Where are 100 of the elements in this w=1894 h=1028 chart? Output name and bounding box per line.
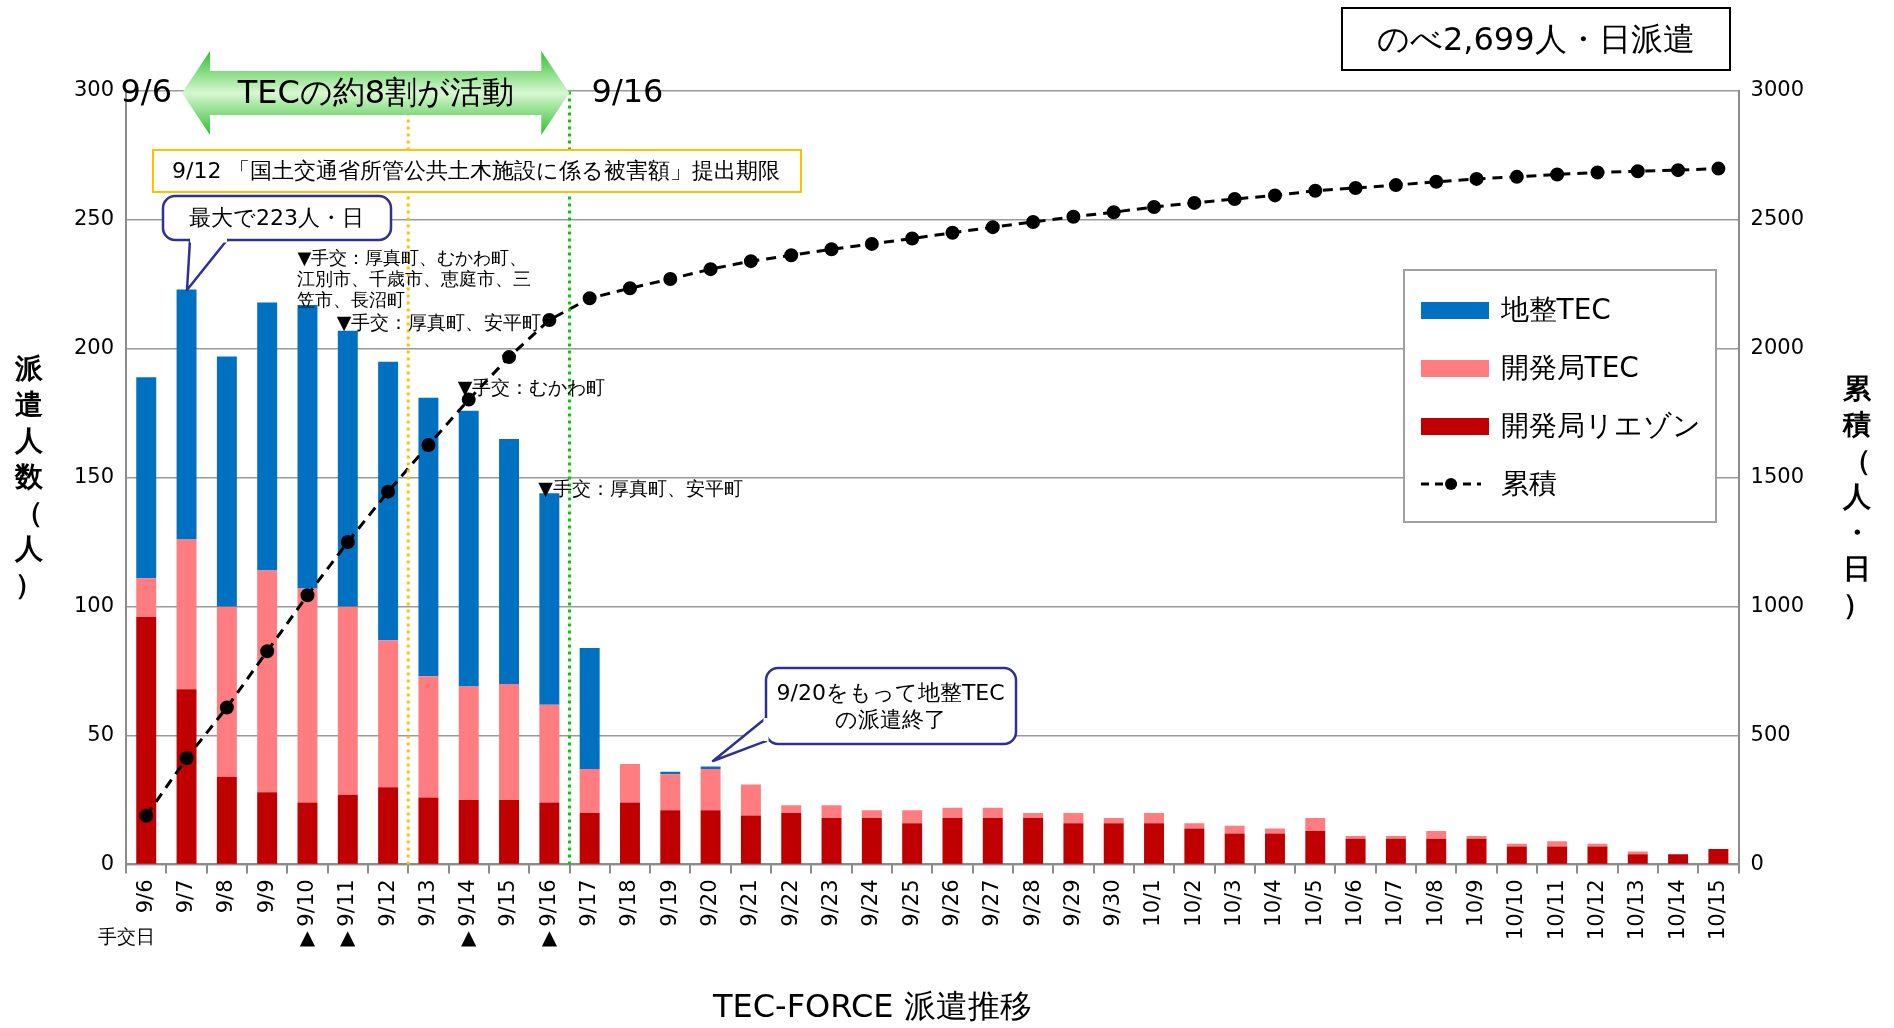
y-tick-label: 300 (73, 77, 115, 102)
x-tick-label: 9/29 (1059, 879, 1084, 927)
bar (1224, 833, 1245, 864)
point (179, 751, 194, 766)
x-tick-label: 9/14 (455, 879, 480, 927)
point (1630, 164, 1645, 179)
annotation: 9/12 「国土交通省所管公共土木施設に係る被害額」提出期限 (152, 149, 803, 193)
point (1550, 167, 1565, 182)
bar (1023, 818, 1044, 864)
text: ▲ (299, 925, 316, 950)
bar (902, 823, 923, 864)
legend-label: 開発局TEC (1500, 350, 1639, 386)
point (1590, 165, 1605, 180)
bar (660, 810, 681, 864)
point (260, 644, 275, 659)
bar (1547, 846, 1568, 864)
bar (297, 802, 318, 864)
bar (660, 774, 681, 811)
point (784, 248, 799, 263)
legend-label: 地整TEC (1500, 292, 1611, 328)
bar (700, 769, 721, 811)
x-tick-label: 9/23 (817, 879, 842, 927)
bar (458, 410, 479, 687)
x-tick-label: 9/17 (576, 879, 601, 927)
point (139, 808, 154, 823)
point (1671, 163, 1686, 178)
x-tick-label: 10/14 (1664, 879, 1689, 941)
bar (861, 810, 882, 819)
y2-tick-label: 1000 (1750, 593, 1805, 618)
bar (579, 769, 600, 813)
bar (418, 797, 439, 864)
bar (458, 686, 479, 801)
x-tick-label: 9/16 (535, 879, 560, 927)
point (1308, 183, 1323, 198)
point (219, 700, 234, 715)
point (1711, 161, 1726, 176)
x-tick-label: 10/10 (1503, 879, 1528, 941)
bar (821, 805, 842, 819)
bar (902, 810, 923, 824)
bar (982, 818, 1003, 864)
bar (1385, 838, 1406, 864)
y-axis-title: 派遣人数（人） (13, 351, 44, 603)
bar (1587, 846, 1608, 864)
point (381, 484, 396, 499)
y2-tick-label: 2000 (1750, 335, 1805, 360)
annotation: 9/6 (120, 72, 172, 110)
annotation: 9/20をもって地整TECの派遣終了 (765, 668, 1016, 745)
text: ▲ (461, 925, 477, 950)
text: 手交日 (97, 924, 155, 950)
bar (1547, 841, 1568, 847)
bar (1264, 833, 1285, 864)
point (1267, 188, 1282, 203)
point (985, 220, 1000, 235)
x-tick-label: 9/11 (334, 879, 359, 927)
bar (1426, 838, 1447, 864)
point (945, 225, 960, 240)
point (582, 291, 597, 306)
bar (378, 361, 399, 641)
x-tick-label: 10/8 (1422, 879, 1447, 927)
x-tick-label: 9/22 (777, 879, 802, 927)
x-tick-label: 10/4 (1261, 879, 1286, 927)
x-tick-label: 9/28 (1019, 879, 1044, 927)
bar (297, 588, 318, 803)
point (1348, 180, 1363, 195)
bar (1264, 828, 1285, 834)
point (1147, 200, 1162, 215)
bar (1063, 812, 1084, 824)
x-tick-label: 9/19 (656, 879, 681, 927)
bar (1144, 812, 1165, 824)
bar (821, 818, 842, 864)
x-tick-label: 9/27 (979, 879, 1004, 927)
point (542, 312, 557, 327)
annotation: 最大で223人・日 (162, 195, 391, 240)
x-tick-label: 9/26 (938, 879, 963, 927)
bar (942, 818, 963, 864)
x-tick-label: 9/15 (495, 879, 520, 927)
x-tick-label: 9/21 (737, 879, 762, 927)
x-tick-label: 9/20 (697, 879, 722, 927)
bar (1627, 854, 1648, 864)
bar (1668, 854, 1689, 864)
x-tick-label: 10/6 (1342, 879, 1367, 927)
point (622, 281, 637, 296)
point (1509, 169, 1524, 184)
bar (1506, 846, 1527, 864)
point (743, 254, 758, 269)
bar (136, 578, 157, 617)
bar (539, 704, 560, 803)
x-tick-label: 9/6 (132, 879, 157, 914)
bar (1345, 838, 1366, 864)
bar (1345, 836, 1366, 839)
x-tick-label: 10/12 (1583, 879, 1608, 941)
x-tick-label: 9/25 (898, 879, 923, 927)
point (1227, 192, 1242, 207)
x-tick-label: 10/7 (1382, 879, 1407, 927)
annotation: 9/16 (591, 72, 664, 110)
x-tick-label: 9/7 (173, 879, 197, 914)
bar (1224, 825, 1245, 834)
bar (1466, 836, 1487, 839)
bar (378, 787, 399, 864)
bar (539, 802, 560, 864)
